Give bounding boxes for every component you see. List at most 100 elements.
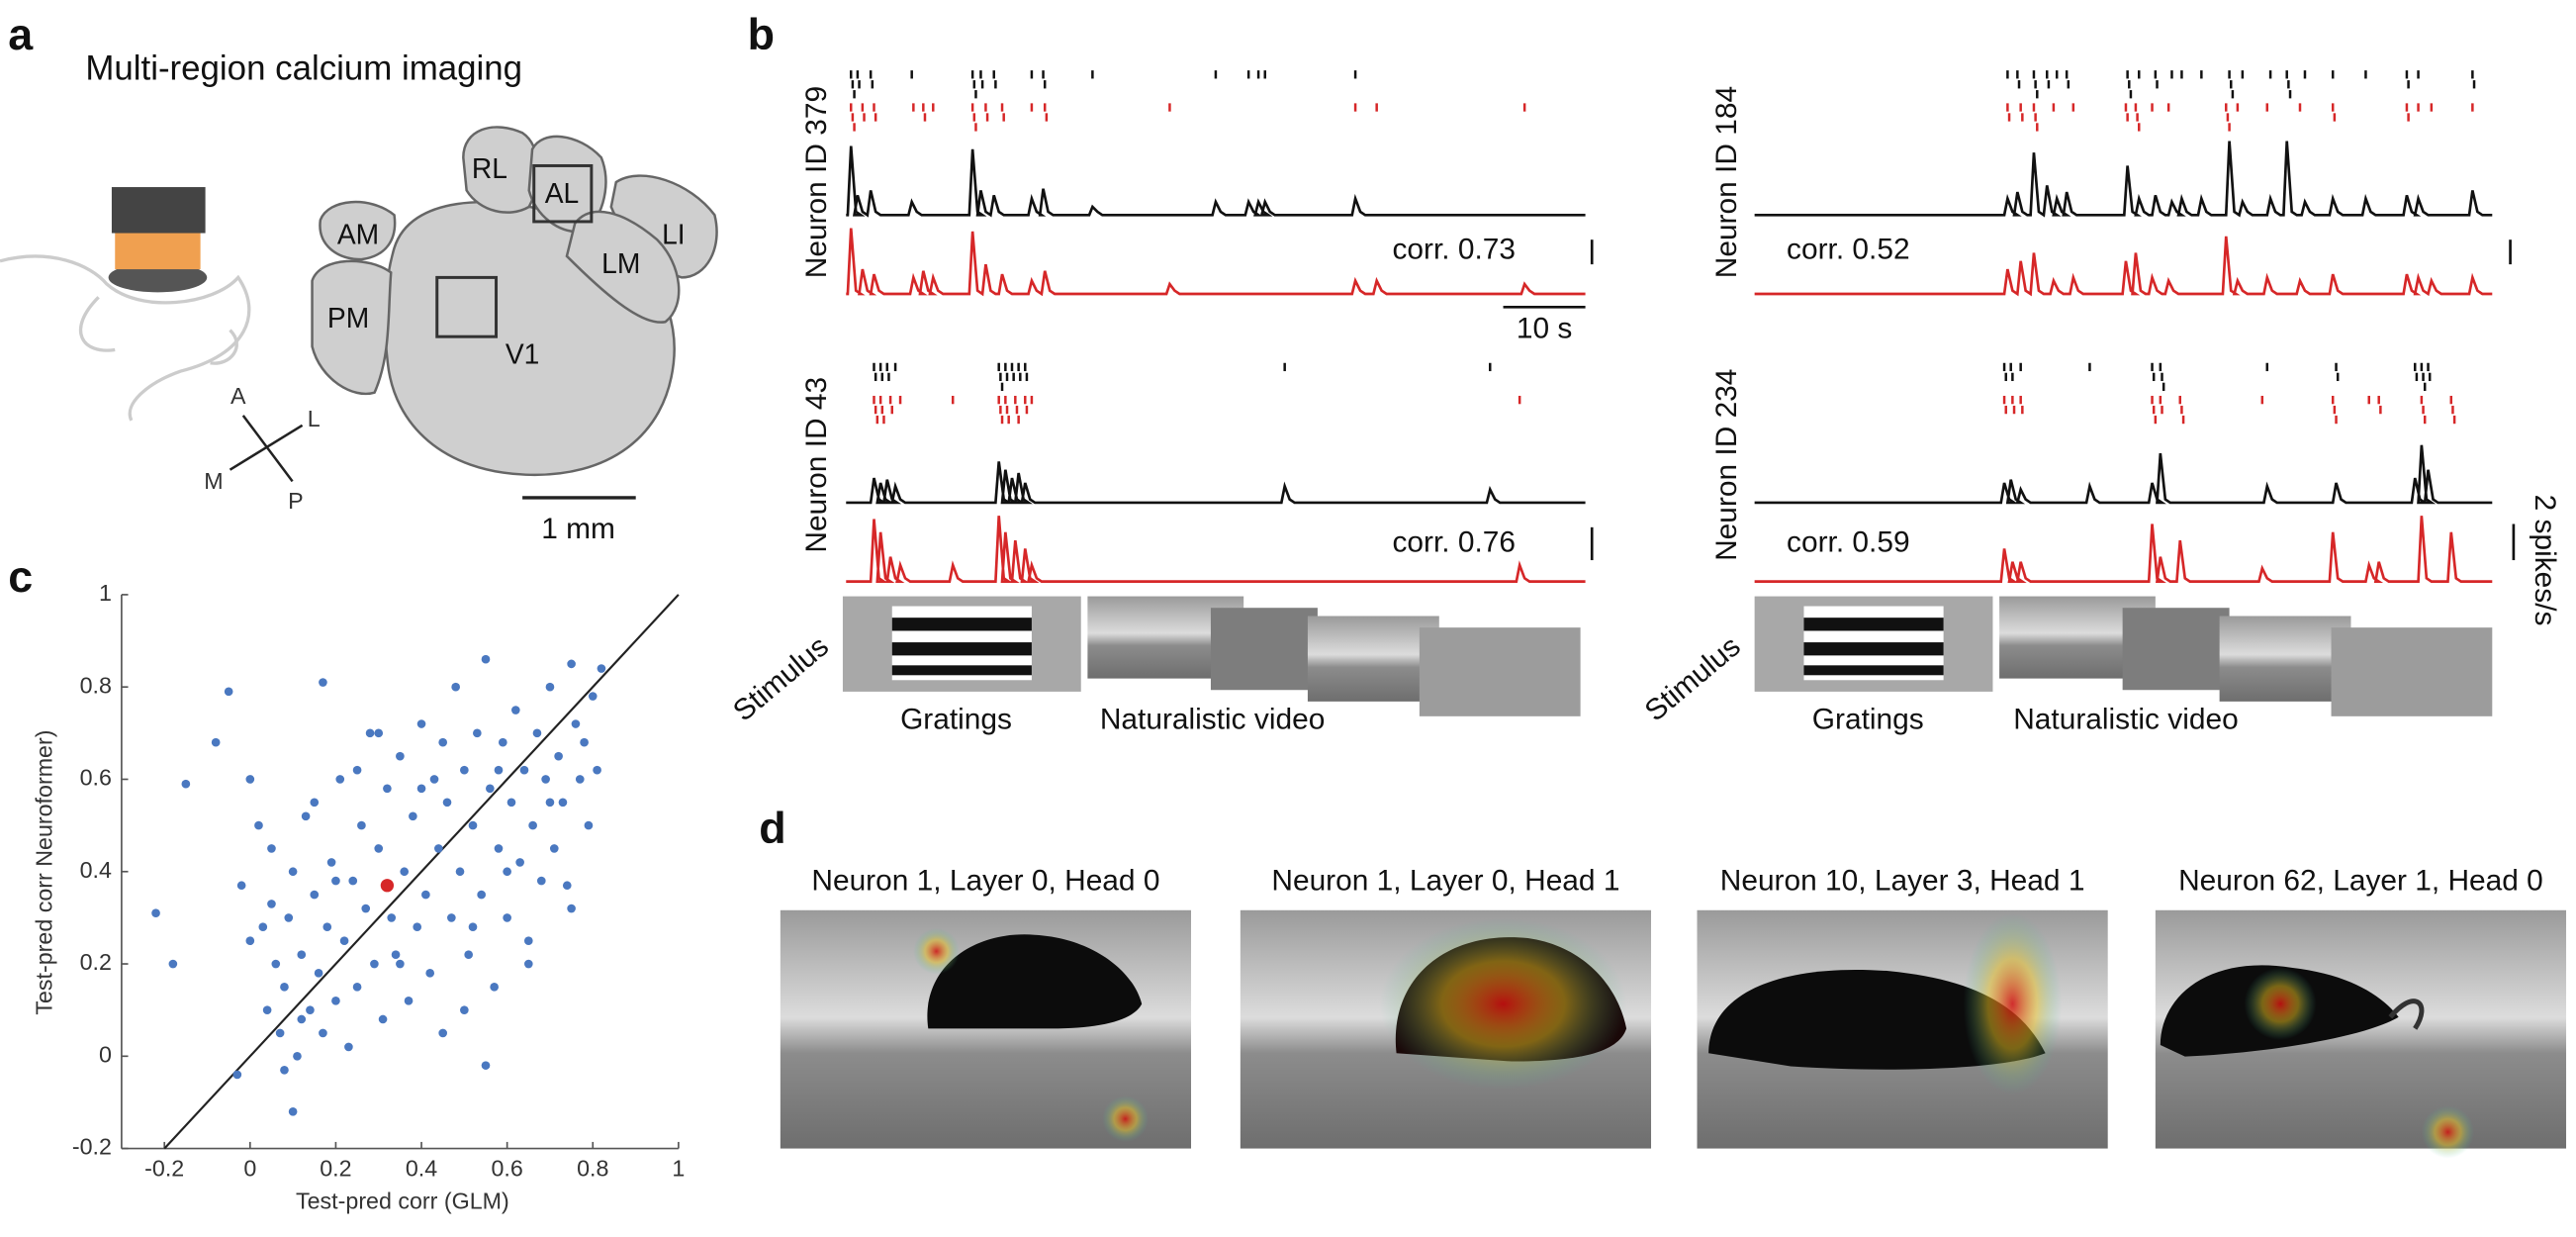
y-tick-label: 0.6: [80, 765, 112, 791]
point: [378, 1014, 388, 1024]
point: [545, 798, 555, 808]
x-axis-label: Test-pred corr (GLM): [296, 1189, 509, 1214]
window: [115, 230, 201, 270]
point: [275, 1028, 285, 1038]
point: [380, 879, 395, 893]
point: [567, 659, 576, 669]
point: [460, 765, 469, 775]
point: [322, 922, 332, 932]
point: [288, 867, 298, 877]
point: [421, 890, 430, 900]
y-tick-label: 0.8: [80, 672, 112, 698]
point: [258, 922, 268, 932]
point: [297, 950, 307, 960]
panel-label: d: [759, 803, 785, 853]
point: [284, 913, 294, 922]
x-tick-label: 1: [672, 1155, 685, 1181]
stimulus-name: Naturalistic video: [2013, 704, 2238, 736]
point: [267, 844, 276, 853]
point: [416, 784, 426, 794]
point: [519, 765, 529, 775]
point: [326, 858, 336, 867]
point: [280, 1065, 289, 1075]
point: [562, 881, 572, 891]
neuron-block: [1754, 70, 2493, 297]
rate-scale-label: 2 spikes/s: [2529, 495, 2561, 626]
point: [310, 890, 320, 900]
point: [211, 737, 221, 747]
point: [429, 775, 439, 784]
point: [425, 969, 435, 978]
x-tick-label: 0.2: [320, 1155, 351, 1181]
point: [506, 798, 516, 808]
point: [365, 728, 375, 738]
point: [288, 1106, 298, 1116]
point: [314, 969, 323, 978]
point: [523, 959, 533, 969]
point: [151, 908, 160, 918]
corr-label: corr. 0.73: [1392, 234, 1516, 266]
point: [455, 867, 465, 877]
neuron-label: Neuron ID 234: [1710, 369, 1743, 561]
point: [245, 775, 255, 784]
point: [503, 913, 511, 922]
point: [236, 881, 246, 891]
x-tick-label: 0.6: [491, 1155, 522, 1181]
y-tick-label: 0: [99, 1041, 112, 1067]
point: [335, 775, 345, 784]
point: [319, 678, 327, 687]
brain-map: [311, 126, 718, 477]
point: [374, 728, 384, 738]
point: [575, 775, 585, 784]
corr-label: corr. 0.76: [1392, 525, 1516, 558]
panel-title: Multi-region calcium imaging: [85, 48, 522, 87]
area-label: AM: [337, 218, 379, 249]
point: [580, 737, 589, 747]
point: [416, 719, 426, 728]
neuron-label: Neuron ID 184: [1710, 86, 1743, 278]
corr-label: corr. 0.59: [1787, 525, 1910, 558]
point: [404, 997, 414, 1005]
neuron-block: [1754, 362, 2493, 583]
point: [545, 682, 555, 692]
area-label: V1: [506, 338, 540, 370]
point: [486, 784, 495, 794]
point: [357, 820, 366, 830]
rate-trace: [846, 461, 1586, 505]
point: [499, 737, 507, 747]
attention-title: Neuron 1, Layer 0, Head 0: [811, 864, 1159, 897]
y-tick-label: 0.4: [80, 857, 112, 883]
point: [370, 959, 379, 969]
x-tick-label: 0: [243, 1155, 256, 1181]
point: [451, 682, 460, 692]
point: [352, 983, 362, 992]
objective: [111, 187, 206, 234]
identity-line: [163, 594, 680, 1150]
point: [267, 900, 276, 908]
point: [473, 728, 482, 738]
point: [554, 751, 563, 761]
mouse-drawing: [0, 254, 251, 422]
point: [584, 820, 594, 830]
point: [588, 692, 598, 701]
compass-label: L: [308, 406, 321, 431]
point: [396, 751, 405, 761]
x-tick-label: 0.8: [577, 1155, 608, 1181]
panel-label: b: [748, 9, 775, 59]
point: [523, 936, 533, 946]
point: [468, 820, 478, 830]
point: [306, 1005, 315, 1014]
point: [348, 876, 358, 886]
point: [271, 959, 281, 969]
y-axis-label: Test-pred corr Neuroformer): [32, 730, 57, 1015]
rate-trace: [846, 516, 1586, 583]
point: [597, 664, 606, 673]
area-label: AL: [545, 177, 580, 209]
rate-trace: [1754, 141, 2493, 218]
point: [297, 1014, 307, 1024]
point: [490, 983, 499, 992]
point: [245, 936, 255, 946]
corr-label: corr. 0.52: [1787, 234, 1910, 266]
compass-label: P: [288, 488, 304, 514]
attention-maps: [780, 909, 2567, 1159]
